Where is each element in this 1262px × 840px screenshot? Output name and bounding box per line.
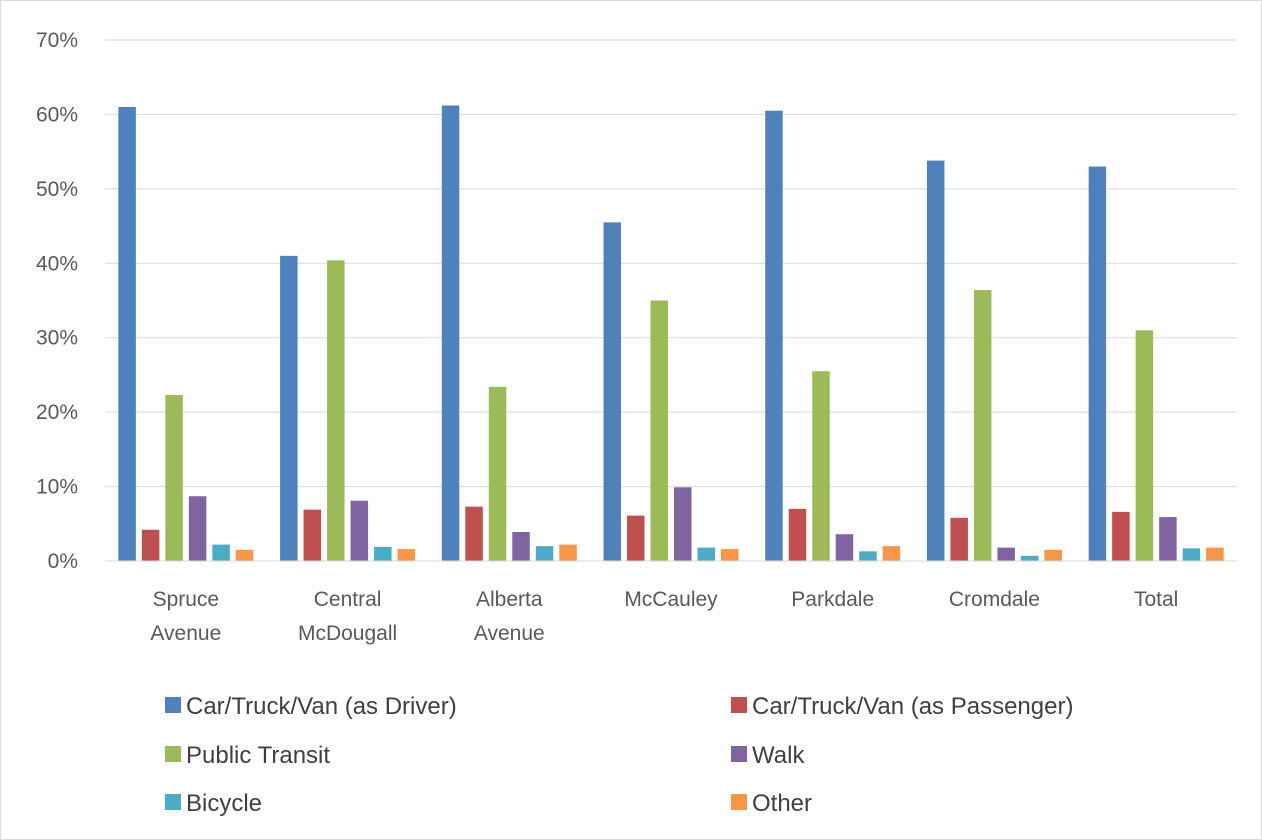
bar (926, 160, 945, 561)
bar (441, 105, 460, 562)
bar (141, 529, 160, 561)
legend-swatch (165, 697, 181, 713)
bar (674, 487, 692, 561)
bar (1135, 330, 1154, 561)
category-label: Alberta Avenue (474, 588, 545, 645)
bar (165, 395, 183, 561)
bar (397, 549, 416, 561)
legend-label: Car/Truck/Van (as Passenger) (752, 693, 1073, 720)
bar (950, 517, 968, 561)
bar (212, 544, 230, 561)
bar (650, 300, 668, 561)
bar (603, 222, 621, 561)
bar (835, 534, 854, 561)
category-label: Central McDougall (298, 588, 397, 645)
y-tick-label: 70% (36, 29, 78, 52)
legend-label: Bicycle (186, 790, 262, 817)
bar (1112, 511, 1130, 561)
x-axis-category-labels: Spruce Avenue Central McDougall Alberta Avenu… (150, 588, 1178, 645)
bar (1159, 517, 1177, 561)
bar (882, 546, 901, 561)
bar (788, 508, 807, 561)
legend-label: Public Transit (186, 742, 330, 769)
bar (374, 546, 392, 561)
legend-swatch (165, 794, 181, 810)
bar (327, 260, 345, 561)
bar (118, 106, 136, 561)
bars (118, 105, 1224, 562)
legend-swatch (731, 697, 747, 713)
y-tick-label: 0% (48, 550, 78, 573)
bar (512, 531, 530, 561)
bar (1044, 549, 1062, 561)
y-tick-label: 10% (36, 476, 78, 499)
category-label: Parkdale (791, 588, 874, 611)
bar (303, 509, 322, 561)
bar (997, 547, 1015, 561)
bar (627, 515, 645, 561)
bar (697, 547, 715, 561)
bar (235, 549, 254, 561)
category-label: Spruce Avenue (150, 588, 221, 645)
legend: Car/Truck/Van (as Driver) Car/Truck/Van (… (165, 693, 1073, 817)
legend-label: Walk (752, 742, 805, 769)
bar (765, 110, 783, 561)
bar (1088, 166, 1107, 561)
bar (721, 549, 739, 561)
y-axis-tick-labels: 0% 10% 20% 30% 40% 50% 60% 70% (36, 29, 78, 573)
y-tick-label: 30% (36, 327, 78, 350)
category-label: McCauley (624, 588, 718, 611)
bar (973, 290, 992, 561)
bar (1182, 548, 1201, 561)
legend-swatch (165, 746, 181, 762)
bar (350, 500, 369, 561)
legend-label: Other (752, 790, 812, 817)
gridlines (105, 39, 1237, 488)
legend-swatch (731, 794, 747, 810)
bar (812, 371, 830, 561)
legend-swatch (731, 746, 747, 762)
bar (1020, 555, 1039, 561)
y-tick-label: 50% (36, 178, 78, 201)
bar (465, 506, 483, 561)
bar (188, 496, 207, 561)
bar (280, 255, 298, 562)
bar (535, 546, 554, 561)
bar (488, 386, 507, 561)
bar (559, 544, 577, 561)
category-label: Total (1134, 588, 1178, 611)
y-tick-label: 60% (36, 103, 78, 126)
y-tick-label: 20% (36, 401, 78, 424)
y-tick-label: 40% (36, 252, 78, 275)
bar (1206, 547, 1224, 561)
legend-label: Car/Truck/Van (as Driver) (186, 693, 457, 720)
category-label: Cromdale (949, 588, 1040, 611)
bar (859, 551, 877, 561)
